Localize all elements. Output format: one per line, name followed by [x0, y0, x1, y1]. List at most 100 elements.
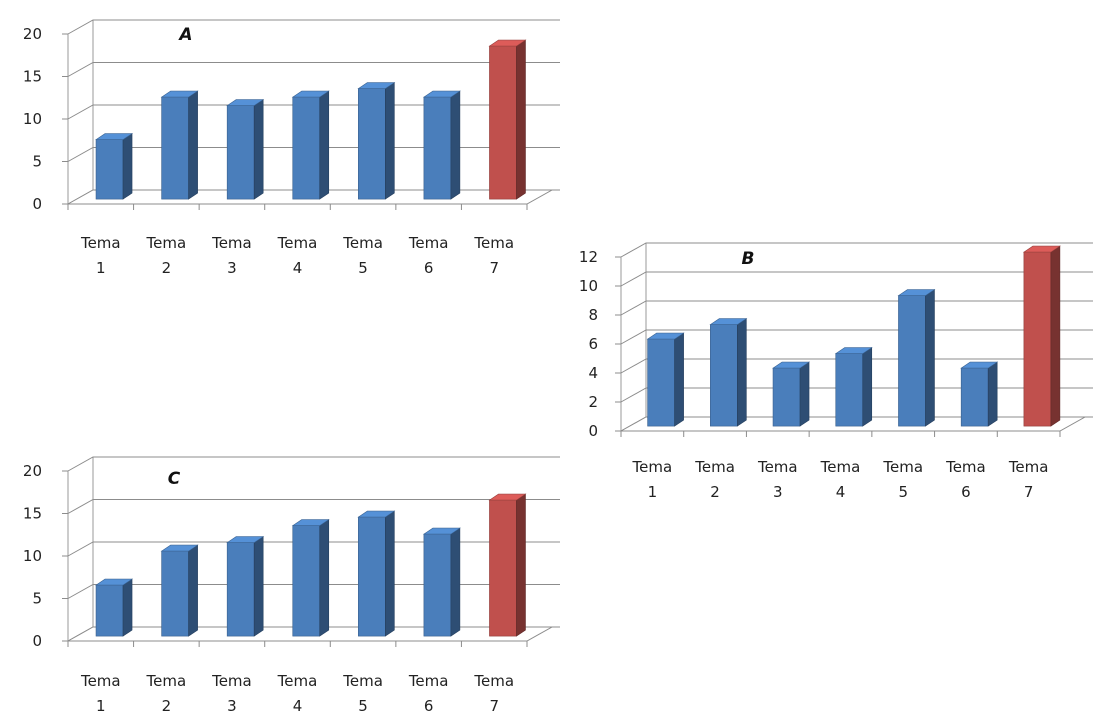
bar-side — [799, 361, 810, 427]
bar-front — [647, 338, 675, 427]
x-tick-label: Tema 3 — [211, 234, 252, 277]
y-tick-label: 10 — [579, 277, 598, 295]
bar — [960, 361, 999, 427]
bar-top — [1022, 245, 1061, 253]
bar — [226, 536, 265, 637]
bar — [488, 39, 527, 200]
bar-top — [160, 544, 199, 552]
bar-front — [960, 367, 989, 427]
x-tick-label: Tema 3 — [757, 458, 798, 501]
gridline — [67, 541, 560, 557]
bar-side — [862, 347, 873, 427]
bar-side — [1050, 245, 1061, 427]
bar — [772, 361, 811, 427]
bar — [357, 82, 396, 200]
x-tick-label: Tema 1 — [80, 672, 121, 715]
y-tick-label: 0 — [32, 632, 42, 650]
bar — [897, 289, 936, 427]
bar-top — [422, 90, 461, 98]
x-tick-label: Tema 7 — [1008, 458, 1049, 501]
bar — [160, 90, 199, 200]
x-tick-label: Tema 3 — [211, 672, 252, 715]
bar-front — [1023, 251, 1052, 427]
chart-title: B — [742, 249, 755, 269]
bar — [291, 519, 330, 637]
bar-front — [161, 550, 189, 637]
gridline — [620, 300, 1093, 316]
x-tick-label: Tema 6 — [408, 672, 449, 715]
y-tick-label: 12 — [579, 248, 598, 266]
y-tick-label: 0 — [588, 422, 598, 440]
bar-front — [292, 96, 321, 200]
bar — [488, 493, 527, 637]
chart-title: C — [168, 469, 181, 489]
bar-side — [253, 99, 264, 200]
bar-top — [834, 347, 873, 354]
gridline — [67, 19, 560, 35]
chart-C: 0 5 10 15 20 Tema 1 Tema 2 Tema 3 Tema 4 Tema 5 Tema 6 Te… — [23, 456, 560, 715]
bar-top — [422, 527, 461, 535]
bar-side — [319, 90, 330, 200]
bar-front — [95, 584, 124, 637]
y-tick-label: 20 — [23, 462, 42, 480]
x-tick-label: Tema 7 — [473, 234, 514, 277]
x-tick-label: Tema 1 — [632, 458, 673, 501]
bar-front — [835, 353, 864, 427]
bar — [357, 510, 396, 637]
gridline — [620, 329, 1093, 345]
y-tick-label: 15 — [23, 505, 42, 523]
x-tick-label: Tema 4 — [277, 234, 318, 277]
bar-top — [646, 332, 685, 340]
bar-top — [95, 578, 134, 586]
bar-front — [226, 542, 255, 637]
gridline — [67, 456, 560, 472]
bar-top — [709, 318, 748, 325]
x-tick-label: Tema 4 — [277, 672, 318, 715]
y-tick-label: 0 — [32, 195, 42, 213]
bar-front — [489, 499, 517, 637]
y-tick-label: 8 — [588, 306, 598, 324]
bar-side — [385, 510, 395, 637]
bar-top — [357, 510, 396, 518]
y-tick-label: 2 — [588, 393, 598, 411]
bar — [422, 527, 461, 637]
bar-top — [226, 536, 265, 543]
x-tick-label: Tema 2 — [146, 672, 187, 715]
x-tick-label: Tema 6 — [408, 234, 449, 277]
bar-side — [516, 493, 526, 637]
bar-side — [122, 133, 133, 200]
bar-front — [292, 525, 321, 637]
bar-top — [488, 39, 527, 47]
gridline — [67, 104, 560, 120]
bar — [160, 544, 199, 637]
gridline — [620, 387, 1093, 403]
y-tick-label: 6 — [588, 335, 598, 353]
chart-title: A — [177, 25, 192, 45]
bar-side — [188, 90, 198, 200]
bar-side — [122, 578, 133, 637]
bar-front — [489, 45, 517, 200]
bar-top — [95, 133, 134, 140]
bar-side — [987, 361, 998, 427]
x-tick-label: Tema 5 — [342, 234, 383, 277]
bar-front — [423, 533, 452, 637]
y-tick-label: 5 — [32, 590, 42, 608]
bar-front — [772, 367, 801, 427]
bar-top — [291, 90, 330, 98]
bar — [1022, 245, 1061, 427]
y-tick-label: 10 — [23, 547, 42, 565]
bar-front — [898, 295, 926, 427]
bar-top — [226, 99, 265, 106]
bar — [95, 133, 134, 200]
bar — [646, 332, 685, 427]
gridline — [67, 499, 560, 514]
x-tick-label: Tema 1 — [80, 234, 121, 277]
y-tick-label: 15 — [23, 68, 42, 86]
bar-top — [897, 289, 936, 296]
bar-front — [358, 88, 386, 200]
bar-side — [450, 90, 461, 200]
bar — [226, 99, 265, 200]
bar-top — [291, 519, 330, 526]
x-tick-label: Tema 7 — [473, 672, 514, 715]
